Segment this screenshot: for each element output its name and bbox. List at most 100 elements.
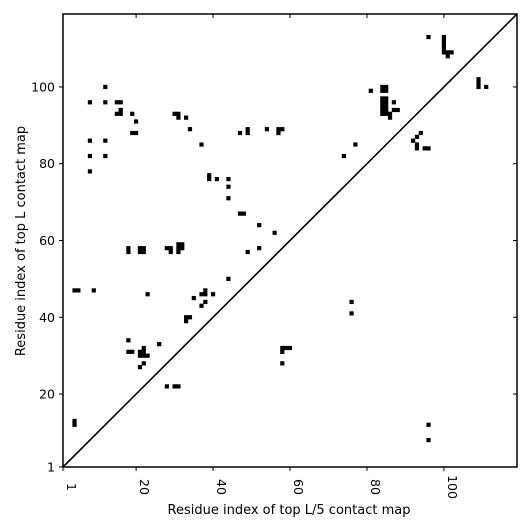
contact-point bbox=[126, 338, 131, 343]
contact-point bbox=[176, 111, 181, 116]
contact-point bbox=[137, 349, 143, 354]
contact-point bbox=[384, 100, 389, 105]
contact-point bbox=[449, 50, 454, 55]
contact-point bbox=[118, 111, 123, 116]
contact-point bbox=[145, 353, 150, 358]
contact-point bbox=[207, 176, 212, 182]
contact-point bbox=[341, 153, 346, 159]
contact-point bbox=[384, 107, 389, 113]
contact-point bbox=[426, 422, 431, 427]
contact-point bbox=[141, 349, 146, 354]
contact-point bbox=[130, 130, 135, 136]
contact-point bbox=[384, 111, 389, 116]
contact-point bbox=[422, 146, 427, 151]
contact-point bbox=[391, 107, 396, 113]
contact-point bbox=[441, 34, 446, 40]
contact-point bbox=[137, 365, 143, 370]
contact-point bbox=[380, 84, 385, 90]
contact-point bbox=[264, 127, 270, 132]
contact-point bbox=[384, 104, 389, 109]
contact-point bbox=[130, 111, 135, 116]
contact-point bbox=[126, 246, 131, 251]
contact-point bbox=[245, 130, 250, 136]
contact-point bbox=[187, 315, 193, 320]
x-tick-label: 100 bbox=[445, 475, 460, 499]
contact-point bbox=[426, 146, 431, 151]
contact-point bbox=[226, 276, 231, 281]
contact-point bbox=[280, 345, 285, 351]
contact-point bbox=[168, 249, 173, 255]
contact-point bbox=[441, 50, 446, 55]
contact-point bbox=[207, 173, 212, 178]
contact-point bbox=[103, 138, 108, 143]
contact-point bbox=[145, 292, 150, 297]
contact-point bbox=[426, 34, 431, 40]
contact-point bbox=[484, 84, 489, 90]
contact-point bbox=[87, 138, 93, 143]
contact-point bbox=[387, 111, 393, 116]
contact-point bbox=[176, 249, 181, 255]
contact-point bbox=[134, 119, 139, 124]
contact-point bbox=[91, 288, 96, 293]
points-layer bbox=[72, 34, 489, 443]
contact-point bbox=[172, 111, 177, 116]
contact-point bbox=[384, 96, 389, 101]
x-tick-label: 20 bbox=[137, 479, 152, 495]
diagonal-line bbox=[62, 13, 518, 468]
contact-point bbox=[168, 246, 173, 251]
contact-point bbox=[199, 142, 204, 147]
contact-point bbox=[103, 84, 108, 90]
contact-point bbox=[184, 315, 189, 320]
contact-point bbox=[257, 223, 262, 228]
contact-point bbox=[441, 42, 446, 47]
contact-point bbox=[180, 242, 185, 247]
contact-point bbox=[411, 138, 416, 143]
contact-point bbox=[103, 153, 108, 159]
contact-point bbox=[391, 100, 396, 105]
contact-point bbox=[141, 246, 146, 251]
contact-point bbox=[414, 146, 420, 151]
contact-point bbox=[349, 311, 354, 316]
x-tick-label: 40 bbox=[214, 479, 229, 495]
contact-point bbox=[395, 107, 400, 113]
contact-point bbox=[176, 246, 181, 251]
contact-point bbox=[445, 50, 450, 55]
y-tick-label: 40 bbox=[39, 310, 55, 325]
contact-point bbox=[245, 249, 250, 255]
y-tick-label: 1 bbox=[47, 460, 55, 475]
contact-point bbox=[276, 130, 281, 136]
plot-frame bbox=[62, 13, 518, 468]
contact-point bbox=[280, 349, 285, 354]
contact-point bbox=[176, 115, 181, 120]
contact-point bbox=[380, 100, 385, 105]
contact-point bbox=[384, 84, 389, 90]
contact-point bbox=[380, 88, 385, 93]
y-axis-label: Residue index of top L contact map bbox=[14, 126, 29, 356]
contact-point bbox=[272, 230, 277, 235]
contact-point bbox=[418, 130, 423, 136]
contact-point bbox=[476, 81, 481, 86]
contact-point bbox=[441, 46, 446, 51]
contact-point bbox=[276, 127, 281, 132]
contact-point bbox=[87, 153, 93, 159]
contact-point bbox=[172, 384, 177, 389]
contact-point bbox=[476, 84, 481, 90]
contact-point bbox=[176, 384, 181, 389]
contact-point bbox=[118, 100, 123, 105]
contact-point bbox=[199, 292, 204, 297]
contact-point bbox=[210, 292, 216, 297]
contact-point bbox=[380, 107, 385, 113]
contact-point bbox=[141, 249, 146, 255]
contact-point bbox=[199, 303, 204, 308]
contact-point bbox=[141, 361, 146, 366]
contact-point bbox=[184, 115, 189, 120]
contact-point bbox=[203, 292, 208, 297]
contact-point bbox=[284, 345, 289, 351]
contact-point bbox=[414, 134, 420, 139]
contact-point bbox=[226, 176, 231, 182]
contact-point bbox=[445, 54, 450, 59]
contact-point bbox=[353, 142, 358, 147]
contact-point bbox=[72, 418, 77, 424]
contact-point bbox=[368, 88, 373, 93]
